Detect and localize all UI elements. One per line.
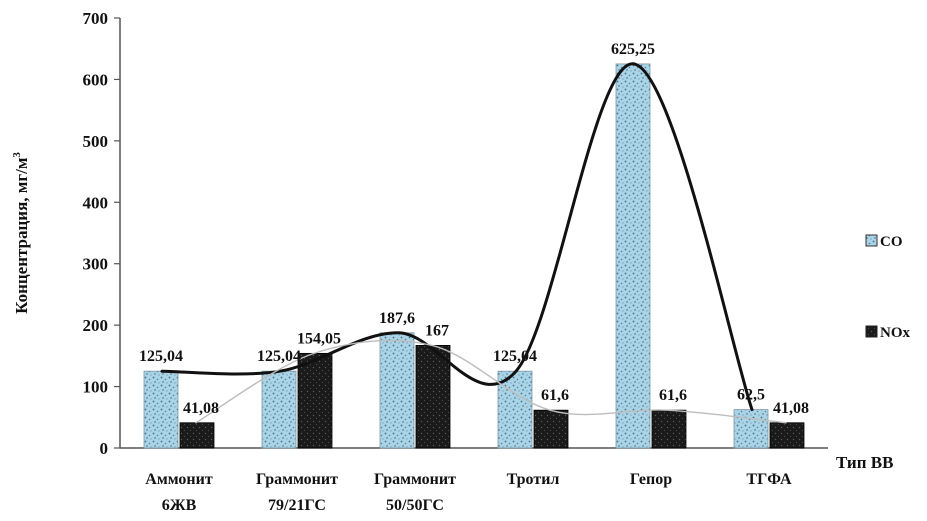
y-axis-ticks: 0 100 200 300 400 500 600 700 [83,9,120,458]
legend: CO NOx [865,234,911,341]
legend-swatch-nox [865,325,878,338]
data-label-co-5: 62,5 [737,387,765,404]
category-label-0: 6ЖВ [162,497,197,514]
bar-co-1 [261,370,297,449]
category-label-0: Аммонит [145,471,213,488]
category-labels: Аммонит 6ЖВ Граммонит 79/21ГС Граммонит 50/50… [145,471,792,514]
y-tick-label: 600 [83,70,109,89]
category-label-3: Тротил [507,471,560,488]
data-label-nox-4: 61,6 [659,387,687,404]
bar-nox-3 [533,409,569,449]
trend-line-co [160,62,754,412]
data-label-nox-0: 41,08 [183,400,219,417]
legend-swatch-co [865,234,878,247]
y-tick-label: 100 [83,378,109,397]
trend-lines [160,62,787,424]
data-label-co-1: 125,04 [257,348,301,365]
category-label-5: ТГФА [746,471,792,488]
legend-item-nox: NOx [865,325,911,341]
y-tick-label: 500 [83,132,109,151]
bar-nox-1 [297,352,333,449]
category-label-1: 79/21ГС [268,497,326,514]
bar-co-2 [379,332,415,449]
legend-label-nox: NOx [880,325,911,341]
trend-line-nox [195,339,787,424]
data-label-co-2: 187,6 [379,310,415,327]
data-label-co-0: 125,04 [139,348,183,365]
bar-co-0 [143,370,179,449]
legend-item-co: CO [865,234,903,250]
bar-nox-4 [651,409,687,449]
data-label-co-4: 625,25 [611,41,655,58]
y-tick-label: 400 [83,193,109,212]
data-label-nox-1: 154,05 [297,330,341,347]
bar-co-4 [615,63,651,449]
bar-nox-0 [179,422,215,449]
bar-nox-5 [769,422,805,449]
y-tick-label: 300 [83,255,109,274]
plot-area: 0 100 200 300 400 500 600 700 125,04 41,08 125,04… [83,9,828,514]
category-label-2: 50/50ГС [386,497,444,514]
category-label-2: Граммонит [374,471,456,488]
y-tick-label: 700 [83,9,109,28]
data-label-nox-3: 61,6 [541,387,569,404]
y-tick-label: 200 [83,316,109,335]
data-label-nox-2: 167 [425,322,449,339]
legend-label-co: CO [880,234,903,250]
y-tick-label: 0 [100,439,109,458]
category-label-1: Граммонит [256,471,338,488]
data-label-co-3: 125,04 [493,348,537,365]
x-axis-title: Тип ВВ [836,453,893,472]
bar-co-5 [733,409,769,449]
category-label-4: Гепор [630,471,672,488]
y-axis-title: Концентрация, мг/м3 [11,152,31,314]
bar-co-3 [497,370,533,449]
data-labels: 125,0441,08125,04154,05187,6167125,0461,… [139,41,809,417]
data-label-nox-5: 41,08 [773,400,809,417]
bars [143,63,805,449]
